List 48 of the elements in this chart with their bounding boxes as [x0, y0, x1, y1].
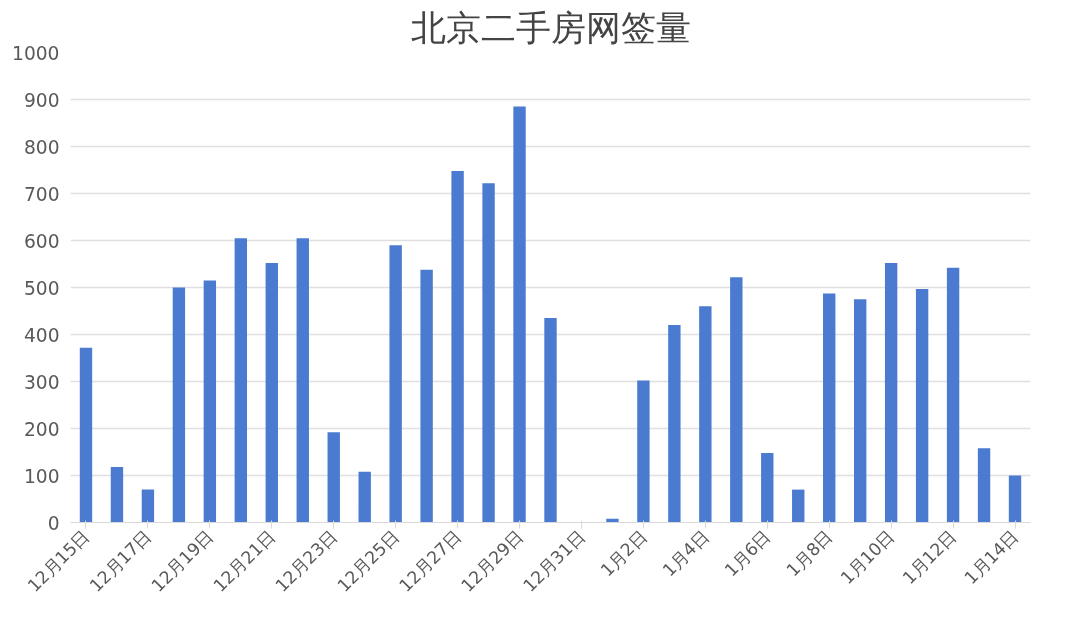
bar: [637, 380, 650, 523]
bar: [761, 452, 774, 523]
bar: [1008, 475, 1022, 523]
bar: [265, 263, 278, 523]
bar: [327, 432, 340, 523]
bar: [482, 183, 495, 523]
y-tick-label: 600: [23, 230, 60, 252]
bar: [141, 489, 155, 523]
bar: [946, 267, 960, 523]
x-tick-label: 1月8日: [782, 526, 837, 581]
x-tick-label: 1月2日: [596, 526, 651, 581]
y-tick-label: 300: [23, 371, 60, 393]
bar: [853, 299, 867, 523]
bar: [823, 293, 836, 523]
y-tick-label: 700: [23, 183, 60, 205]
bar: [699, 306, 712, 523]
bar: [730, 277, 743, 523]
bar: [296, 238, 309, 523]
chart-title: 北京二手房网签量: [410, 7, 691, 48]
bar: [792, 489, 805, 523]
bar: [420, 269, 433, 523]
y-tick-label: 1000: [12, 42, 60, 64]
x-tick-label: 1月12日: [898, 526, 961, 588]
y-tick-label: 500: [23, 277, 60, 299]
bar: [513, 106, 526, 523]
bar: [358, 471, 371, 523]
x-tick-label: 1月4日: [658, 526, 713, 581]
y-tick-label: 0: [47, 512, 60, 534]
bar: [110, 467, 124, 523]
bar: [668, 325, 681, 523]
y-tick-label: 200: [23, 418, 60, 440]
y-tick-label: 800: [23, 136, 60, 158]
bar: [172, 287, 186, 523]
bar: [977, 448, 991, 523]
bar: [234, 238, 248, 523]
bar: [544, 318, 557, 523]
x-tick-label: 1月6日: [720, 526, 775, 581]
bar: [389, 245, 402, 523]
y-tick-label: 400: [23, 324, 60, 346]
bar: [884, 263, 898, 523]
x-tick-label: 1月14日: [960, 526, 1023, 588]
x-tick-label: 1月10日: [836, 526, 899, 588]
y-tick-label: 100: [23, 465, 60, 487]
bar: [203, 280, 217, 523]
y-tick-label: 900: [23, 89, 60, 111]
bar: [915, 288, 929, 523]
bar: [79, 347, 93, 523]
bar: [451, 170, 464, 523]
